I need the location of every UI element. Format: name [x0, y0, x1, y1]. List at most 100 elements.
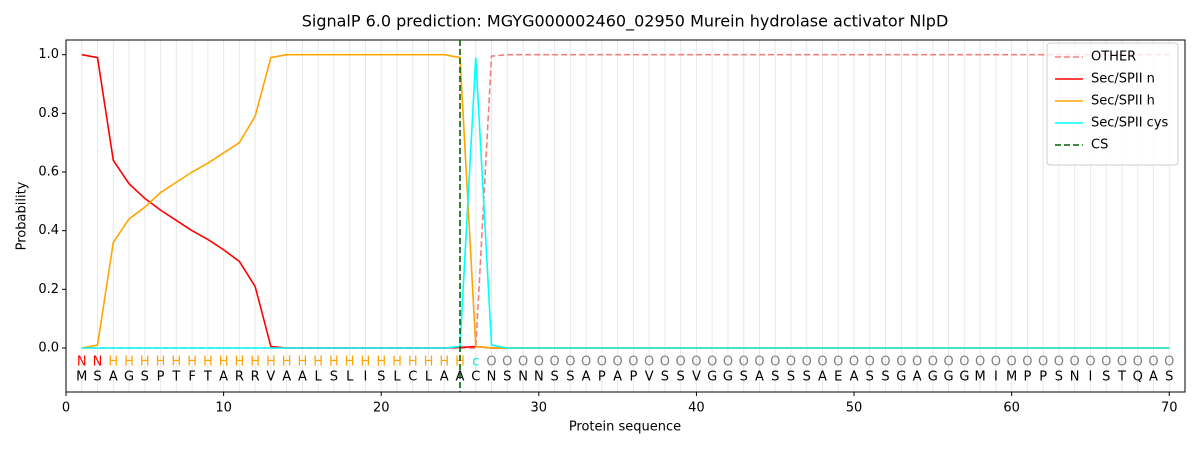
region-label: O [707, 355, 717, 370]
region-label: O [770, 355, 780, 370]
residue-label: P [1039, 370, 1047, 385]
residue-label: S [550, 370, 558, 385]
region-label: H [329, 355, 339, 370]
y-tick-label: 0.0 [38, 341, 59, 356]
series-line [81, 53, 1170, 349]
residue-label: A [850, 370, 859, 385]
region-label: c [472, 355, 479, 370]
residue-label: S [803, 370, 811, 385]
series-line [81, 57, 1170, 349]
x-tick-label: 60 [1003, 401, 1020, 416]
x-tick-label: 30 [531, 401, 548, 416]
region-label: O [1117, 355, 1127, 370]
region-label: H [203, 355, 213, 370]
x-tick-label: 0 [62, 401, 70, 416]
region-label: O [928, 355, 938, 370]
chart-title: SignalP 6.0 prediction: MGYG000002460_02… [302, 12, 949, 32]
region-label: O [613, 355, 623, 370]
residue-label: S [141, 370, 149, 385]
residue-label: I [364, 370, 368, 385]
region-label: N [77, 355, 87, 370]
region-label: O [518, 355, 528, 370]
y-tick-label: 0.6 [38, 165, 59, 180]
region-label: O [849, 355, 859, 370]
region-label: O [896, 355, 906, 370]
region-label: H [266, 355, 276, 370]
residue-label: S [330, 370, 338, 385]
region-label: O [975, 355, 985, 370]
residue-label: S [377, 370, 385, 385]
residue-label: S [566, 370, 574, 385]
region-label: H [345, 355, 355, 370]
residue-label: S [677, 370, 685, 385]
region-label: O [644, 355, 654, 370]
residue-label: P [1023, 370, 1031, 385]
residue-label: I [994, 370, 998, 385]
residue-label: A [219, 370, 228, 385]
residue-label: F [188, 370, 195, 385]
residue-label: A [282, 370, 291, 385]
legend-label: CS [1091, 138, 1108, 153]
region-label: O [1148, 355, 1158, 370]
residue-label: L [315, 370, 323, 385]
residue-label: G [944, 370, 954, 385]
residue-label: S [866, 370, 874, 385]
region-label: O [628, 355, 638, 370]
residue-label: S [771, 370, 779, 385]
region-label: H [171, 355, 181, 370]
residue-label: T [203, 370, 212, 385]
residue-label: E [834, 370, 842, 385]
y-tick-label: 0.4 [38, 223, 59, 238]
region-label: O [1070, 355, 1080, 370]
region-label: H [313, 355, 323, 370]
region-label: O [865, 355, 875, 370]
residue-label: S [503, 370, 511, 385]
residue-label: G [723, 370, 733, 385]
region-label: O [581, 355, 591, 370]
region-label: H [439, 355, 449, 370]
y-tick-label: 1.0 [38, 47, 59, 62]
residue-label: S [787, 370, 795, 385]
residue-label: A [582, 370, 591, 385]
region-label: H [108, 355, 118, 370]
residue-label: V [692, 370, 701, 385]
residue-label: S [740, 370, 748, 385]
x-tick-label: 40 [688, 401, 705, 416]
x-tick-label: 70 [1161, 401, 1178, 416]
legend-label: Sec/SPII h [1091, 94, 1155, 109]
residue-label: S [1165, 370, 1173, 385]
region-label: H [376, 355, 386, 370]
region-label: O [676, 355, 686, 370]
residue-label: A [755, 370, 764, 385]
region-label: O [565, 355, 575, 370]
residue-label: G [928, 370, 938, 385]
residue-label: S [881, 370, 889, 385]
series-line [81, 53, 1170, 349]
region-label: O [691, 355, 701, 370]
region-label: H [140, 355, 150, 370]
region-label: O [833, 355, 843, 370]
region-label: H [234, 355, 244, 370]
region-label: O [502, 355, 512, 370]
residue-label: P [629, 370, 637, 385]
plot-frame [65, 39, 1186, 393]
residue-label: Q [1133, 370, 1143, 385]
residue-label: P [157, 370, 165, 385]
region-label: H [361, 355, 371, 370]
region-label: O [1101, 355, 1111, 370]
legend: OTHER Sec/SPII n Sec/SPII h Sec/SPII cys CS [1046, 42, 1179, 166]
residue-label: L [346, 370, 354, 385]
x-axis-label: Protein sequence [569, 420, 681, 435]
region-label: H [455, 355, 465, 370]
x-tick-label: 10 [215, 401, 232, 416]
region-label: N [93, 355, 103, 370]
region-label: H [187, 355, 197, 370]
residue-label: R [251, 370, 260, 385]
legend-box [1046, 42, 1179, 166]
residue-label: A [440, 370, 449, 385]
residue-label: M [1006, 370, 1017, 385]
region-label: O [943, 355, 953, 370]
region-label: O [912, 355, 922, 370]
residue-label: M [975, 370, 986, 385]
